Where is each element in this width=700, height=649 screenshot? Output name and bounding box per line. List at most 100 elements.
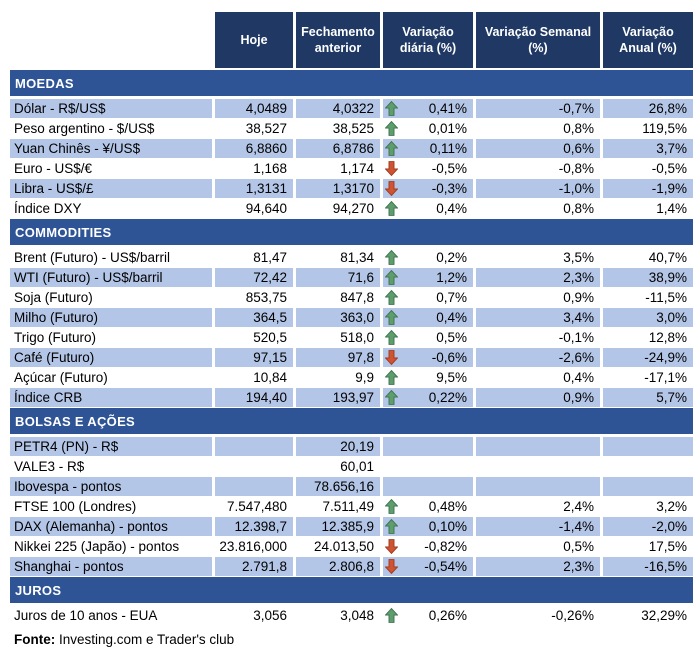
annual-change-cell: 3,0% bbox=[603, 308, 693, 327]
cell-value: 119,5% bbox=[642, 121, 687, 136]
today-cell: 2.791,8 bbox=[215, 557, 293, 576]
up-arrow-icon bbox=[385, 499, 398, 514]
weekly-change-cell: 0,5% bbox=[476, 537, 600, 556]
daily-change-cell: -0,82% bbox=[383, 537, 473, 556]
annual-change-cell: 17,5% bbox=[603, 537, 693, 556]
up-arrow-icon bbox=[385, 519, 398, 534]
cell-value: 7.547,480 bbox=[226, 499, 287, 514]
column-header-variacao-anual: Variação Anual (%) bbox=[603, 12, 693, 68]
cell-value: FTSE 100 (Londres) bbox=[14, 499, 137, 514]
cell-value: 520,5 bbox=[253, 330, 287, 345]
cell-value: -24,9% bbox=[644, 350, 687, 365]
cell-value: 363,0 bbox=[340, 310, 374, 325]
cell-value: 5,7% bbox=[656, 390, 687, 405]
cell-value: Brent (Futuro) - US$/barril bbox=[14, 250, 171, 265]
cell-value: 38,9% bbox=[648, 270, 687, 285]
cell-value: -2,0% bbox=[651, 519, 687, 534]
cell-value: 4,0322 bbox=[332, 101, 374, 116]
prev-close-cell: 24.013,50 bbox=[296, 537, 380, 556]
weekly-change-cell: -1,0% bbox=[476, 179, 600, 198]
weekly-change-cell: -0,26% bbox=[476, 606, 600, 625]
annual-change-cell: 32,29% bbox=[603, 606, 693, 625]
annual-change-cell: -17,1% bbox=[603, 368, 693, 387]
prev-close-cell: 97,8 bbox=[296, 348, 380, 367]
up-arrow-icon bbox=[385, 390, 398, 405]
prev-close-cell: 78.656,16 bbox=[296, 477, 380, 496]
daily-change-cell: -0,5% bbox=[383, 159, 473, 178]
table-row: Ibovespa - pontos 78.656,16 bbox=[10, 477, 693, 497]
cell-value: 26,8% bbox=[648, 101, 687, 116]
table-row: FTSE 100 (Londres) 7.547,480 7.511,49 0,48%… bbox=[10, 497, 693, 517]
today-cell: 4,0489 bbox=[215, 99, 293, 118]
cell-value: 40,7% bbox=[648, 250, 687, 265]
cell-value: 94,270 bbox=[332, 201, 374, 216]
today-cell: 10,84 bbox=[215, 368, 293, 387]
weekly-change-cell: 0,4% bbox=[476, 368, 600, 387]
cell-value: 0,4% bbox=[436, 201, 467, 216]
weekly-change-cell: 3,4% bbox=[476, 308, 600, 327]
annual-change-cell bbox=[603, 477, 693, 496]
weekly-change-cell: 0,6% bbox=[476, 139, 600, 158]
table-row: Euro - US$/€ 1,168 1,174 -0,5% -0,8% -0,5% bbox=[10, 159, 693, 179]
weekly-change-cell: 0,9% bbox=[476, 388, 600, 407]
cell-value: -0,54% bbox=[424, 559, 467, 574]
today-cell: 97,15 bbox=[215, 348, 293, 367]
cell-value: 0,5% bbox=[563, 539, 594, 554]
table-row: Trigo (Futuro) 520,5 518,0 0,5% -0,1% 12,8% bbox=[10, 328, 693, 348]
cell-value: 0,8% bbox=[563, 121, 594, 136]
weekly-change-cell: 2,3% bbox=[476, 557, 600, 576]
cell-value: Trigo (Futuro) bbox=[14, 330, 97, 345]
weekly-change-cell: 0,8% bbox=[476, 119, 600, 138]
cell-value: 2,3% bbox=[563, 559, 594, 574]
cell-value: -0,6% bbox=[431, 350, 467, 365]
cell-value: 1,3131 bbox=[245, 181, 287, 196]
today-cell: 1,168 bbox=[215, 159, 293, 178]
cell-value: 12,8% bbox=[648, 330, 687, 345]
cell-value: 518,0 bbox=[340, 330, 374, 345]
cell-value: 6,8786 bbox=[332, 141, 374, 156]
table-row: Nikkei 225 (Japão) - pontos 23.816,000 24.… bbox=[10, 537, 693, 557]
today-cell: 853,75 bbox=[215, 288, 293, 307]
weekly-change-cell: -1,4% bbox=[476, 517, 600, 536]
daily-change-cell: 0,01% bbox=[383, 119, 473, 138]
cell-value: Índice CRB bbox=[14, 390, 83, 405]
prev-close-cell: 20,19 bbox=[296, 437, 380, 456]
daily-change-cell: -0,6% bbox=[383, 348, 473, 367]
daily-change-cell: -0,54% bbox=[383, 557, 473, 576]
cell-value: Soja (Futuro) bbox=[14, 290, 93, 305]
source-text: Investing.com e Trader's club bbox=[55, 632, 235, 647]
cell-value: Açúcar (Futuro) bbox=[14, 370, 108, 385]
table-row: Índice DXY 94,640 94,270 0,4% 0,8% 1,4% bbox=[10, 199, 693, 219]
label-cell: DAX (Alemanha) - pontos bbox=[10, 517, 212, 536]
today-cell: 38,527 bbox=[215, 119, 293, 138]
daily-change-cell bbox=[383, 457, 473, 476]
today-cell bbox=[215, 457, 293, 476]
cell-value: -0,82% bbox=[424, 539, 467, 554]
cell-value: 0,10% bbox=[428, 519, 467, 534]
prev-close-cell: 4,0322 bbox=[296, 99, 380, 118]
label-cell: WTI (Futuro) - US$/barril bbox=[10, 268, 212, 287]
today-cell: 7.547,480 bbox=[215, 497, 293, 516]
cell-value: 3,048 bbox=[340, 608, 374, 623]
column-header-hoje: Hoje bbox=[215, 12, 293, 68]
cell-value: 193,97 bbox=[332, 390, 374, 405]
daily-change-cell: -0,3% bbox=[383, 179, 473, 198]
cell-value: 10,84 bbox=[253, 370, 287, 385]
cell-value: 12.398,7 bbox=[234, 519, 287, 534]
table-row: Açúcar (Futuro) 10,84 9,9 9,5% 0,4% -17,1% bbox=[10, 368, 693, 388]
cell-value: -0,3% bbox=[431, 181, 467, 196]
cell-value: Libra - US$/£ bbox=[14, 181, 94, 196]
cell-value: 1,4% bbox=[656, 201, 687, 216]
label-cell: Shanghai - pontos bbox=[10, 557, 212, 576]
today-cell: 364,5 bbox=[215, 308, 293, 327]
daily-change-cell: 0,26% bbox=[383, 606, 473, 625]
section-header-juros: JUROS bbox=[10, 577, 693, 603]
table-row: Soja (Futuro) 853,75 847,8 0,7% 0,9% -11,5% bbox=[10, 288, 693, 308]
weekly-change-cell: 0,9% bbox=[476, 288, 600, 307]
today-cell: 12.398,7 bbox=[215, 517, 293, 536]
up-arrow-icon bbox=[385, 270, 398, 285]
cell-value: 71,6 bbox=[347, 270, 374, 285]
table-row: Milho (Futuro) 364,5 363,0 0,4% 3,4% 3,0% bbox=[10, 308, 693, 328]
table-body: MOEDAS Dólar - R$/US$ 4,0489 4,0322 0,41% -0,… bbox=[10, 70, 700, 626]
cell-value: 1,3170 bbox=[332, 181, 374, 196]
